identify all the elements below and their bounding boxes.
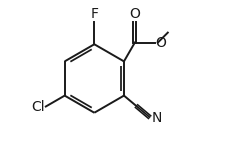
Text: F: F [90,7,98,21]
Text: O: O [155,35,166,49]
Text: Cl: Cl [31,100,44,114]
Text: N: N [151,111,162,125]
Text: O: O [129,7,140,21]
